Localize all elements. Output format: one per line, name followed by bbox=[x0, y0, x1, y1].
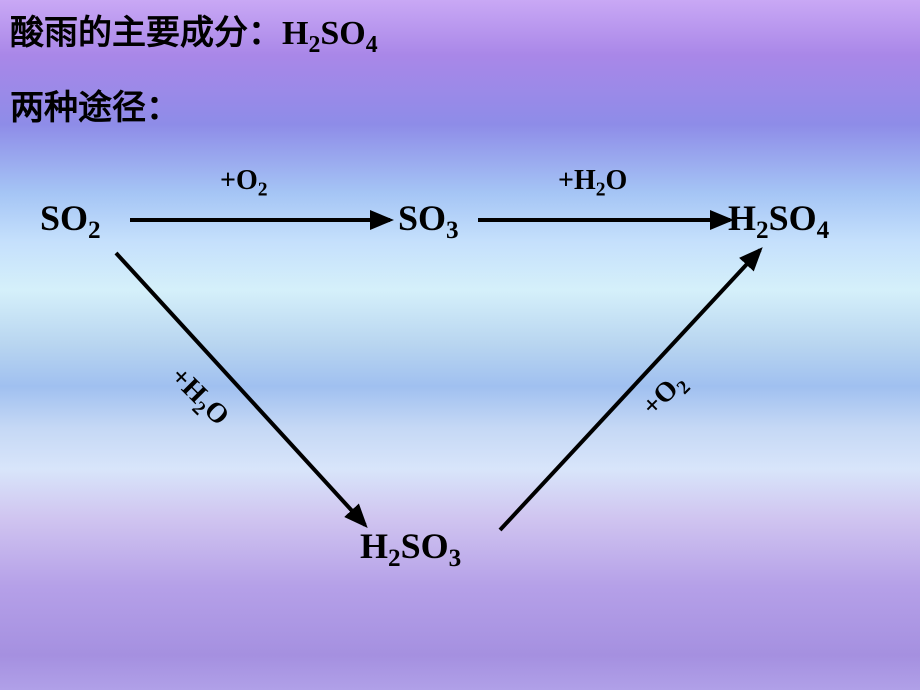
node-so3: SO3 bbox=[398, 197, 459, 245]
h2so3-mid: SO bbox=[401, 526, 449, 566]
label-h2o-top: +H2O bbox=[558, 165, 627, 202]
so3-sub: 3 bbox=[446, 217, 459, 244]
h2o-plus: +H bbox=[558, 165, 596, 196]
h2so4-mid: SO bbox=[769, 198, 817, 238]
heading-sub: 两种途径： bbox=[10, 80, 180, 129]
arrow-so2-h2so3 bbox=[116, 253, 365, 525]
h2o-sub: 2 bbox=[596, 180, 606, 201]
h2o-o: O bbox=[606, 165, 628, 196]
node-h2so3: H2SO3 bbox=[360, 525, 461, 573]
heading-main: 酸雨的主要成分：H2SO4 bbox=[10, 5, 378, 59]
label-o2-diag: +O2 bbox=[636, 367, 695, 426]
so3-base: SO bbox=[398, 198, 446, 238]
so2-base: SO bbox=[40, 198, 88, 238]
h2so4-s2: 4 bbox=[817, 217, 830, 244]
h2so3-s1: 2 bbox=[388, 545, 401, 572]
h2so3-h: H bbox=[360, 526, 388, 566]
h2so4-s1: 2 bbox=[756, 217, 769, 244]
o2-plus: +O bbox=[220, 165, 258, 196]
so2-sub: 2 bbox=[88, 217, 101, 244]
h2so3-s2: 3 bbox=[449, 545, 462, 572]
heading-formula-sub2: 4 bbox=[366, 32, 378, 58]
heading-formula-h: H bbox=[282, 15, 308, 52]
heading-sub-text: 两种途径： bbox=[10, 90, 180, 127]
label-h2o-diag: +H2O bbox=[160, 361, 235, 436]
o2-sub: 2 bbox=[258, 180, 268, 201]
node-so2: SO2 bbox=[40, 197, 101, 245]
arrow-h2so3-h2so4 bbox=[500, 250, 760, 530]
node-h2so4: H2SO4 bbox=[728, 197, 829, 245]
heading-formula-so: SO bbox=[320, 15, 365, 52]
h2so4-h: H bbox=[728, 198, 756, 238]
label-o2-top: +O2 bbox=[220, 165, 268, 202]
heading-prefix: 酸雨的主要成分： bbox=[10, 15, 282, 52]
heading-formula-sub1: 2 bbox=[308, 32, 320, 58]
